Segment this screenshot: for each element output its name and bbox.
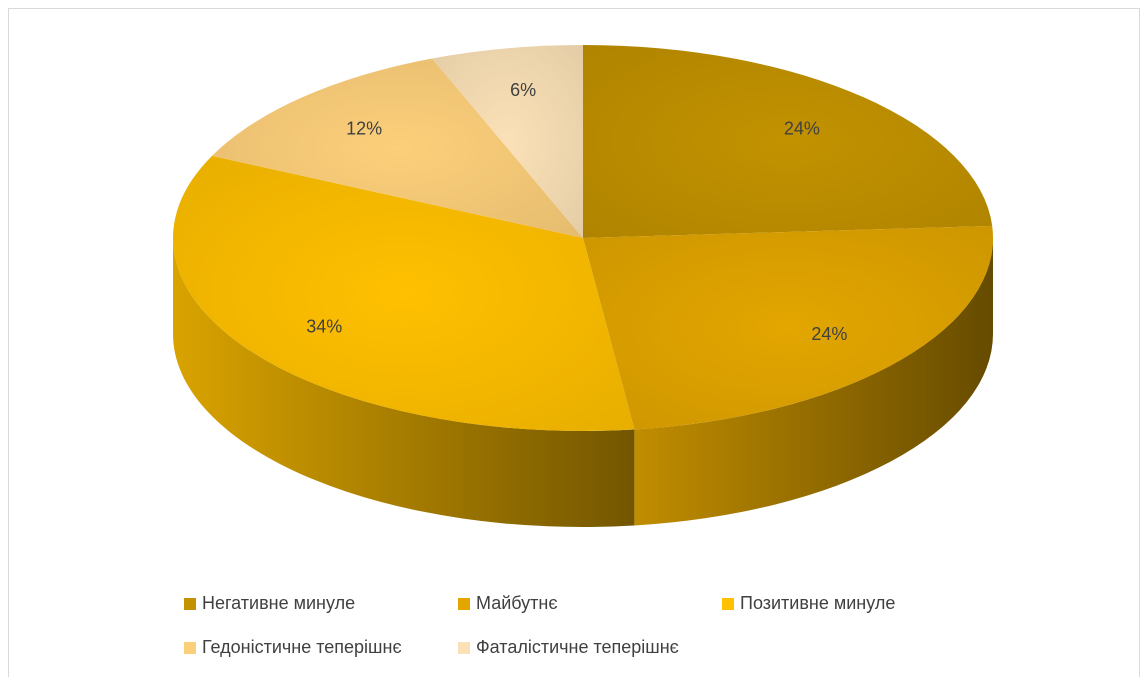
data-label-0: 24% — [784, 118, 820, 138]
legend-swatch — [184, 597, 196, 610]
legend-swatch — [458, 641, 470, 654]
data-label-1: 24% — [811, 324, 847, 344]
legend-item-3: Гедоністичне теперішнє — [184, 637, 402, 658]
legend-label: Гедоністичне теперішнє — [202, 637, 402, 657]
legend-item-1: Майбутнє — [458, 593, 558, 614]
data-label-3: 12% — [346, 118, 382, 138]
legend-swatch — [184, 641, 196, 654]
pie-slice-0 — [583, 45, 993, 238]
legend-label: Негативне минуле — [202, 593, 356, 613]
legend-label: Фаталістичне теперішнє — [476, 637, 679, 657]
legend-swatch — [458, 597, 470, 610]
legend-item-2: Позитивне минуле — [722, 593, 895, 614]
pie-side-1 — [634, 238, 993, 526]
legend-item-0: Негативне минуле — [184, 593, 355, 614]
pie-slice-2 — [172, 155, 635, 432]
legend-item-4: Фаталістичне теперішнє — [458, 637, 679, 658]
pie-slice-1 — [583, 225, 993, 430]
legend-label: Позитивне минуле — [740, 593, 896, 613]
pie-slice-3 — [212, 58, 583, 239]
legend-label: Майбутнє — [476, 593, 558, 613]
pie-slice-4 — [432, 45, 583, 238]
data-label-2: 34% — [306, 316, 342, 336]
pie-side-2 — [173, 238, 635, 528]
legend-swatch — [722, 597, 734, 610]
data-label-4: 6% — [510, 80, 536, 100]
